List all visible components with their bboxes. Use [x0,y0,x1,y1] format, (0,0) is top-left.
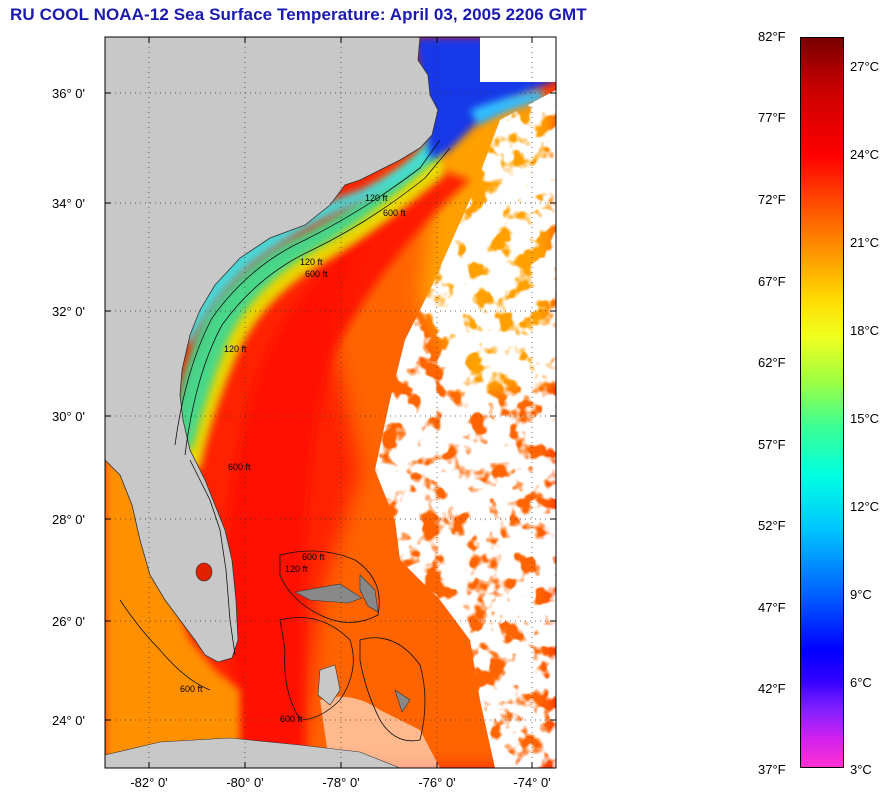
contour-label: 120 ft [300,257,323,267]
contour-label: 600 ft [302,552,325,562]
colorbar-c-label: 27°C [850,59,880,74]
colorbar-f-label: 47°F [758,600,786,615]
colorbar-f-label: 52°F [758,518,786,533]
lon-label: -80° 0' [226,775,264,790]
contour-label: 120 ft [224,344,247,354]
contour-label: 600 ft [280,714,303,724]
contour-label: 120 ft [365,193,388,203]
colorbar-f-label: 62°F [758,355,786,370]
map-plot-area [105,37,556,768]
lat-label: 26° 0' [52,614,85,629]
lat-label: 32° 0' [52,304,85,319]
lat-label: 24° 0' [52,713,85,728]
shelf-cyan [175,130,445,345]
colorbar [800,37,844,768]
contour-label: 600 ft [383,208,406,218]
cloud-south [320,696,440,768]
lat-label: 28° 0' [52,512,85,527]
colorbar-f-label: 42°F [758,681,786,696]
colorbar-c-label: 3°C [850,762,872,777]
colorbar-c-label: 24°C [850,147,880,162]
colorbar-f-label: 57°F [758,437,786,452]
colorbar-c-label: 15°C [850,411,880,426]
contour-label: 600 ft [228,462,251,472]
colorbar-f-label: 77°F [758,110,786,125]
axis-ticks [105,37,556,768]
colorbar-c-label: 9°C [850,587,872,602]
island-andros [317,664,341,706]
colorbar-f-label: 67°F [758,274,786,289]
colorbar-c-label: 6°C [850,675,872,690]
colorbar-c-label: 12°C [850,499,880,514]
cloud-ne [480,37,556,82]
colorbar-f-label: 37°F [758,762,786,777]
lon-label: -78° 0' [322,775,360,790]
lat-label: 34° 0' [52,196,85,211]
colorbar-f-label: 82°F [758,29,786,44]
depth-contours [119,139,451,742]
colorbar-c-label: 21°C [850,235,880,250]
land-southeast-us [105,37,439,663]
graticule [105,37,556,768]
contour-label: 600 ft [305,269,328,279]
island-exuma [394,689,411,713]
lon-label: -74° 0' [513,775,551,790]
island-grand-bahama [294,583,363,604]
map-title: RU COOL NOAA-12 Sea Surface Temperature:… [10,5,587,24]
island-abaco [359,574,379,613]
land-cuba [105,737,401,768]
lon-label: -82° 0' [130,775,168,790]
lat-label: 36° 0' [52,86,85,101]
contour-label: 600 ft [180,684,203,694]
lon-label: -76° 0' [418,775,456,790]
map-frame [104,36,557,769]
colorbar-c-label: 18°C [850,323,880,338]
lake-okeechobee [195,562,213,582]
lat-label: 30° 0' [52,409,85,424]
colorbar-f-label: 72°F [758,192,786,207]
cold-front [470,90,545,125]
contour-label: 120 ft [285,564,308,574]
